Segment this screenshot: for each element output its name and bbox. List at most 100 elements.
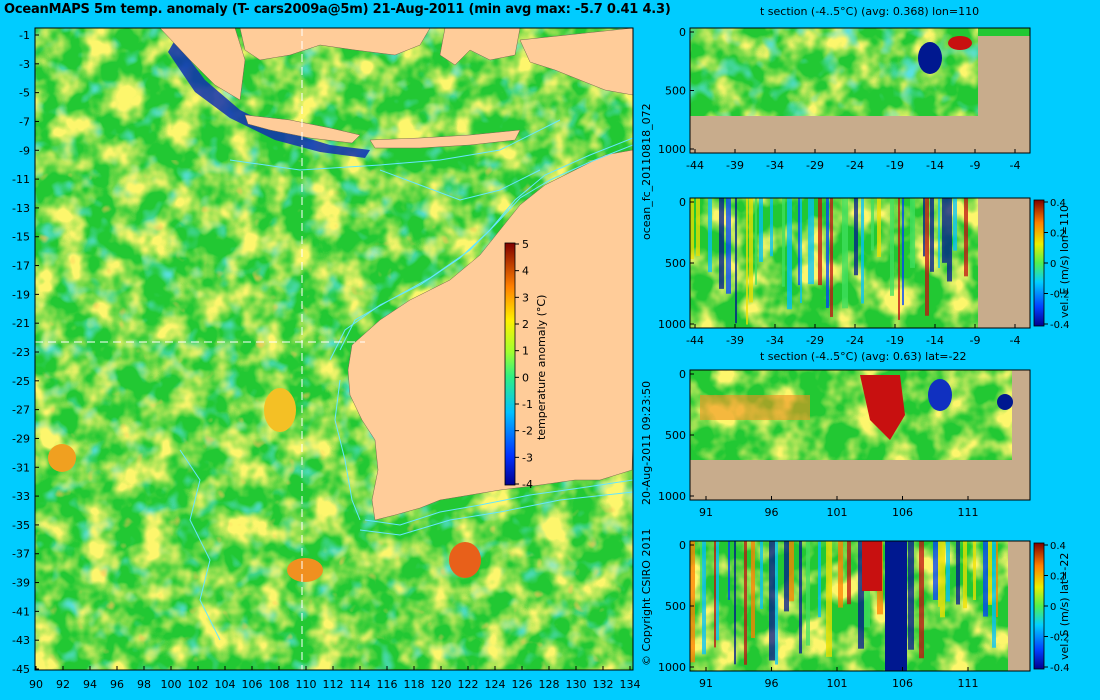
panel-x-tick-label: -44: [686, 334, 704, 347]
panel-x-tick-label: -14: [926, 159, 944, 172]
section-panel-4: [689, 540, 1045, 672]
lon-axis: 90 92 94 96 98 100 102 104 106 108 110 112 114 116 118…: [29, 666, 641, 691]
panel-x-tick-label: -34: [766, 159, 784, 172]
colorbar-tick-label: 1: [522, 345, 529, 358]
land-sumatra: [159, 28, 246, 101]
panel-x-tick-label: -29: [806, 159, 824, 172]
lon-tick-label: 120: [431, 678, 452, 691]
map-frame: [34, 27, 634, 671]
lon-tick-label: 126: [512, 678, 533, 691]
lat-tick-label: -3: [19, 58, 30, 71]
lat-axis: -1 -3 -5 -7 -9 -11 -13 -15 -17 -19 -21 -23 -25 -27 -29…: [12, 29, 39, 676]
lat-tick-label: -43: [12, 634, 30, 647]
colorbar-tick-label: 0: [522, 371, 529, 384]
lon-tick-label: 124: [485, 678, 506, 691]
lon-tick-label: 112: [323, 678, 344, 691]
land-lesser-sunda: [369, 129, 521, 149]
lat-tick-label: -35: [12, 519, 30, 532]
colorbar-tick-label: -4: [522, 478, 533, 491]
panel-y-tick-label: 500: [665, 600, 686, 613]
panel-x-tick-label: -24: [846, 334, 864, 347]
warm-eddy: [48, 444, 76, 472]
lat-tick-label: -25: [12, 375, 30, 388]
map-panel: -1-3-5-7-9-11-13-15-17-19-21-23-25-27-29…: [12, 27, 641, 691]
lat-tick-label: -41: [12, 605, 30, 618]
panel-y-tick-label: 0: [679, 196, 686, 209]
panel-x-tick-label: -4: [1010, 159, 1021, 172]
lat-tick-label: -11: [12, 173, 30, 186]
panel-y-tick-label: 1000: [658, 661, 686, 674]
colorbar-tick-label: -3: [522, 451, 533, 464]
panel-x-tick-label: -29: [806, 334, 824, 347]
lat-tick-label: -31: [12, 461, 30, 474]
lon-tick-label: 134: [620, 678, 641, 691]
land-borneo: [239, 28, 431, 61]
panel-x-tick-label: -39: [726, 334, 744, 347]
panel-x-tick-label: 106: [892, 677, 913, 690]
panel-x-tick-label: -24: [846, 159, 864, 172]
land-java: [244, 114, 361, 144]
panel-y-tick-label: 1000: [658, 318, 686, 331]
lon-tick-label: 122: [458, 678, 479, 691]
section-field: [690, 541, 1008, 671]
lat-tick-label: -37: [12, 548, 30, 561]
velocity-colorbar-tick-label: 0.4: [1050, 541, 1066, 552]
land-new-guinea: [519, 28, 633, 96]
panel-x-tick-label: 101: [827, 506, 848, 519]
lat-tick-label: -23: [12, 346, 30, 359]
panel-x-tick-label: -19: [886, 159, 904, 172]
lat-tick-label: -13: [12, 202, 30, 215]
lon-tick-label: 132: [593, 678, 614, 691]
lat-tick-label: -19: [12, 288, 30, 301]
timestamp: 20-Aug-2011 09:23:50: [640, 380, 653, 505]
lon-tick-label: 92: [56, 678, 70, 691]
lat-tick-label: -1: [19, 29, 30, 42]
land-australia: [347, 149, 633, 521]
panel-x-tick-label: 111: [958, 506, 979, 519]
warm-eddy: [287, 558, 323, 582]
panel-x-tick-label: -9: [970, 159, 981, 172]
lat-tick-label: -21: [12, 317, 30, 330]
velocity-colorbar-tick-label: 0.4: [1050, 198, 1066, 209]
panel-3-title: t section (-4..5°C) (avg: 0.63) lat=-22: [760, 350, 967, 363]
panel-x-tick-label: 106: [892, 506, 913, 519]
panel-y-tick-label: 500: [665, 429, 686, 442]
lon-tick-label: 90: [29, 678, 43, 691]
velocity-colorbar-tick-label: -0.4: [1050, 663, 1070, 674]
panel-x-tick-label: -19: [886, 334, 904, 347]
panel-2-colorbar-label: vel. E (m/s) lon=110: [1058, 205, 1071, 318]
forecast-id: ocean_fc_20110818_072: [640, 103, 653, 240]
lon-tick-label: 96: [110, 678, 124, 691]
velocity-colorbar-tick-label: 0: [1050, 602, 1056, 613]
velocity-colorbar-tick-label: 0.2: [1050, 572, 1066, 583]
lat-tick-label: -39: [12, 577, 30, 590]
lon-tick-label: 110: [296, 678, 317, 691]
section-field: [690, 28, 1030, 116]
colorbar-ticks: 5 4 3 2 1 0 -1 -2 -3 -4: [515, 238, 533, 491]
panel-x-tick-label: 111: [958, 677, 979, 690]
panel-x-tick-label: -9: [970, 334, 981, 347]
colorbar-tick-label: 5: [522, 238, 529, 251]
section-panel-2: [689, 197, 1045, 329]
lon-tick-label: 98: [137, 678, 151, 691]
lat-tick-label: -7: [19, 115, 30, 128]
land: [159, 28, 633, 521]
velocity-colorbar-tick-label: -0.2: [1050, 290, 1070, 301]
velocity-colorbar-tick-label: 0: [1050, 259, 1056, 270]
panel-y-tick-label: 0: [679, 368, 686, 381]
lat-tick-label: -29: [12, 432, 30, 445]
panel-1-title: t section (-4..5°C) (avg: 0.368) lon=110: [760, 5, 980, 18]
lat-tick-label: -15: [12, 231, 30, 244]
colorbar-tick-label: 4: [522, 265, 529, 278]
lat-tick-label: -45: [12, 663, 30, 676]
lon-tick-label: 118: [404, 678, 425, 691]
panel-x-tick-label: 91: [699, 506, 713, 519]
copyright: © Copyright CSIRO 2011: [640, 528, 653, 666]
lon-tick-label: 106: [242, 678, 263, 691]
panel-y-tick-label: 500: [665, 85, 686, 98]
velocity-colorbar-tick-label: -0.4: [1050, 320, 1070, 331]
panel-x-tick-label: -14: [926, 334, 944, 347]
bathymetry-contours: [179, 119, 633, 641]
panel-x-tick-label: 96: [765, 677, 779, 690]
